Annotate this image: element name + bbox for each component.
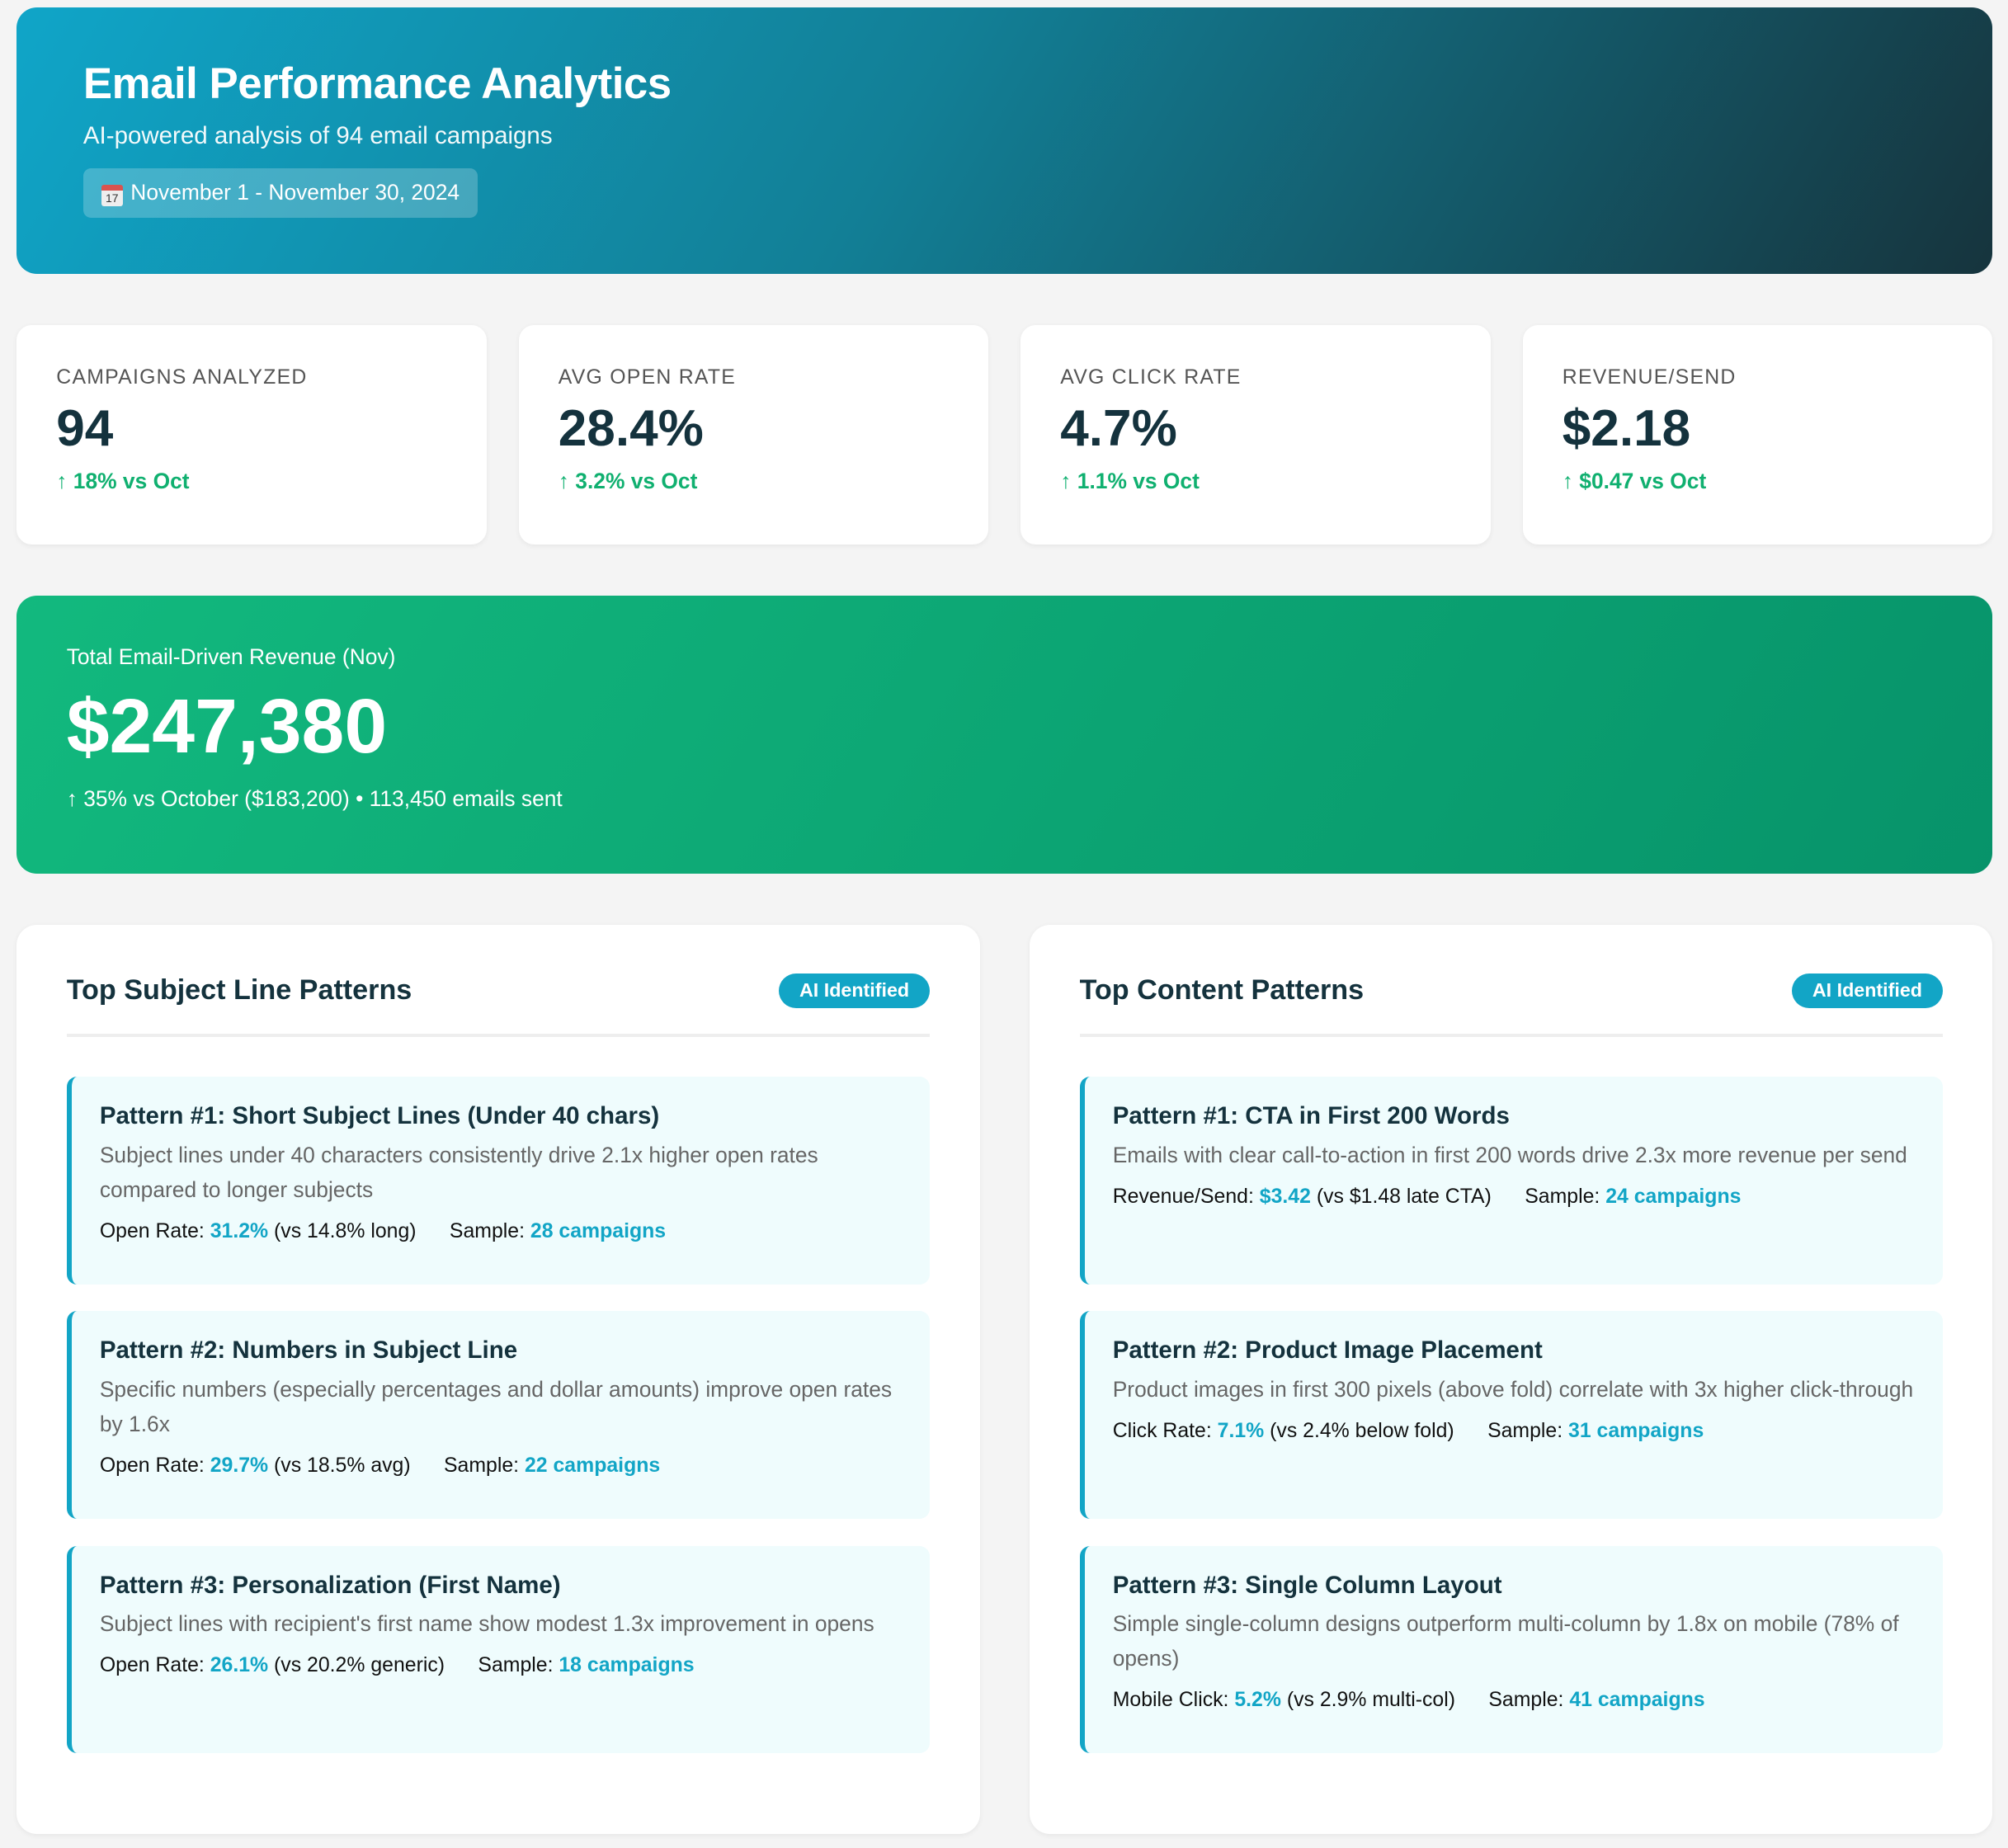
revenue-label: Total Email-Driven Revenue (Nov) bbox=[66, 644, 396, 669]
metric-compare: (vs 14.8% long) bbox=[268, 1220, 417, 1243]
revenue-banner: Total Email-Driven Revenue (Nov) $247,38… bbox=[16, 595, 1993, 874]
ai-identified-badge: AI Identified bbox=[1792, 973, 1943, 1009]
pattern-description: Subject lines with recipient's first nam… bbox=[99, 1610, 874, 1636]
pattern-description: Specific numbers (especially percentages… bbox=[99, 1376, 893, 1436]
pattern-title: Pattern #2: Numbers in Subject Line bbox=[99, 1336, 518, 1365]
metric-compare: (vs $1.48 late CTA) bbox=[1310, 1186, 1492, 1209]
revenue-note: ↑ 35% vs October ($183,200) • 113,450 em… bbox=[66, 785, 563, 811]
pattern-description: Simple single-column designs outperform … bbox=[1112, 1610, 1899, 1671]
revenue-value: $247,380 bbox=[66, 683, 388, 770]
sample-label: Sample: bbox=[1525, 1186, 1606, 1209]
pattern-title: Pattern #2: Product Image Placement bbox=[1112, 1336, 1543, 1365]
stat-change: ↑ 3.2% vs Oct bbox=[558, 468, 698, 493]
stat-value: $2.18 bbox=[1562, 400, 1691, 458]
stat-card-click-rate: Avg Click Rate 4.7% ↑ 1.1% vs Oct bbox=[1020, 325, 1491, 544]
sample-label: Sample: bbox=[444, 1454, 525, 1478]
metric-value: 26.1% bbox=[210, 1654, 269, 1677]
pattern-description: Product images in first 300 pixels (abov… bbox=[1112, 1376, 1914, 1402]
sample-value: 18 campaigns bbox=[559, 1654, 695, 1677]
page-header: Email Performance Analytics AI-powered a… bbox=[16, 7, 1993, 275]
pattern-card: Pattern #1: Short Subject Lines (Under 4… bbox=[66, 1077, 930, 1285]
metric-label: Click Rate: bbox=[1112, 1420, 1218, 1443]
sample-label: Sample: bbox=[1487, 1420, 1569, 1443]
ai-identified-badge: AI Identified bbox=[779, 973, 930, 1009]
metric-label: Revenue/Send: bbox=[1112, 1186, 1260, 1209]
content-patterns-panel: Top Content Patterns AI Identified Patter… bbox=[1030, 924, 1993, 1834]
sample-value: 31 campaigns bbox=[1568, 1420, 1704, 1443]
pattern-metrics: Revenue/Send: $3.42 (vs $1.48 late CTA) S… bbox=[1113, 1186, 1915, 1209]
stats-row: Campaigns Analyzed 94 ↑ 18% vs Oct Avg Ope… bbox=[16, 325, 1993, 544]
pattern-metrics: Open Rate: 29.7% (vs 18.5% avg) Sample: 2… bbox=[100, 1454, 902, 1478]
metric-value: 29.7% bbox=[210, 1454, 269, 1478]
pattern-card: Pattern #2: Numbers in Subject Line Spec… bbox=[66, 1311, 930, 1519]
stat-change: ↑ $0.47 vs Oct bbox=[1562, 468, 1707, 493]
metric-value: 5.2% bbox=[1234, 1689, 1281, 1712]
sample-value: 24 campaigns bbox=[1605, 1186, 1742, 1209]
subject-line-patterns-panel: Top Subject Line Patterns AI Identified P… bbox=[16, 924, 980, 1834]
date-range-text: November 1 - November 30, 2024 bbox=[130, 179, 460, 205]
page-title: Email Performance Analytics bbox=[82, 59, 672, 109]
metric-value: 7.1% bbox=[1217, 1420, 1265, 1443]
pattern-title: Pattern #1: Short Subject Lines (Under 4… bbox=[99, 1102, 660, 1130]
sample-label: Sample: bbox=[1488, 1689, 1570, 1712]
metric-compare: (vs 2.9% multi-col) bbox=[1280, 1689, 1456, 1712]
stat-change: ↑ 18% vs Oct bbox=[56, 468, 190, 493]
metric-compare: (vs 20.2% generic) bbox=[268, 1654, 445, 1677]
sample-value: 22 campaigns bbox=[524, 1454, 661, 1478]
panel-title: Top Subject Line Patterns bbox=[66, 974, 412, 1006]
page-subtitle: AI-powered analysis of 94 email campaign… bbox=[82, 121, 553, 149]
metric-value: $3.42 bbox=[1259, 1186, 1311, 1209]
calendar-icon: 17 bbox=[101, 184, 123, 207]
panel-title: Top Content Patterns bbox=[1079, 974, 1365, 1006]
stat-card-revenue-send: Revenue/Send $2.18 ↑ $0.47 vs Oct bbox=[1522, 325, 1993, 544]
pattern-card: Pattern #2: Product Image Placement Prod… bbox=[1079, 1311, 1943, 1519]
stat-change: ↑ 1.1% vs Oct bbox=[1060, 468, 1200, 493]
stat-value: 4.7% bbox=[1060, 400, 1177, 458]
metric-compare: (vs 2.4% below fold) bbox=[1264, 1420, 1454, 1443]
sample-value: 41 campaigns bbox=[1569, 1689, 1705, 1712]
pattern-description: Subject lines under 40 characters consis… bbox=[99, 1142, 818, 1202]
metric-value: 31.2% bbox=[210, 1220, 269, 1243]
stat-card-open-rate: Avg Open Rate 28.4% ↑ 3.2% vs Oct bbox=[518, 325, 989, 544]
sample-value: 28 campaigns bbox=[530, 1220, 667, 1243]
pattern-metrics: Open Rate: 26.1% (vs 20.2% generic) Sampl… bbox=[100, 1654, 902, 1677]
pattern-description: Emails with clear call-to-action in firs… bbox=[1112, 1142, 1907, 1167]
pattern-card: Pattern #3: Single Column Layout Simple … bbox=[1079, 1545, 1943, 1753]
pattern-metrics: Click Rate: 7.1% (vs 2.4% below fold) Sam… bbox=[1113, 1420, 1915, 1443]
metric-label: Open Rate: bbox=[99, 1454, 210, 1478]
stat-label: Revenue/Send bbox=[1562, 365, 1737, 389]
metric-compare: (vs 18.5% avg) bbox=[268, 1454, 411, 1478]
sample-label: Sample: bbox=[449, 1220, 530, 1243]
metric-label: Open Rate: bbox=[99, 1654, 210, 1677]
pattern-title: Pattern #3: Single Column Layout bbox=[1112, 1571, 1502, 1599]
stat-value: 28.4% bbox=[558, 400, 704, 458]
pattern-title: Pattern #1: CTA in First 200 Words bbox=[1112, 1102, 1510, 1130]
date-range-badge: 17 November 1 - November 30, 2024 bbox=[82, 167, 478, 219]
stat-card-campaigns: Campaigns Analyzed 94 ↑ 18% vs Oct bbox=[16, 325, 487, 544]
stat-label: Avg Click Rate bbox=[1060, 365, 1242, 389]
sample-label: Sample: bbox=[478, 1654, 559, 1677]
stat-label: Campaigns Analyzed bbox=[56, 365, 308, 389]
pattern-card: Pattern #1: CTA in First 200 Words Email… bbox=[1079, 1077, 1943, 1285]
metric-label: Mobile Click: bbox=[1112, 1689, 1235, 1712]
pattern-metrics: Open Rate: 31.2% (vs 14.8% long) Sample: … bbox=[100, 1220, 902, 1243]
stat-value: 94 bbox=[56, 400, 114, 458]
pattern-metrics: Mobile Click: 5.2% (vs 2.9% multi-col) Sa… bbox=[1113, 1689, 1915, 1712]
pattern-card: Pattern #3: Personalization (First Name)… bbox=[66, 1545, 930, 1753]
metric-label: Open Rate: bbox=[99, 1220, 210, 1243]
stat-label: Avg Open Rate bbox=[558, 365, 737, 389]
pattern-title: Pattern #3: Personalization (First Name) bbox=[99, 1571, 561, 1599]
